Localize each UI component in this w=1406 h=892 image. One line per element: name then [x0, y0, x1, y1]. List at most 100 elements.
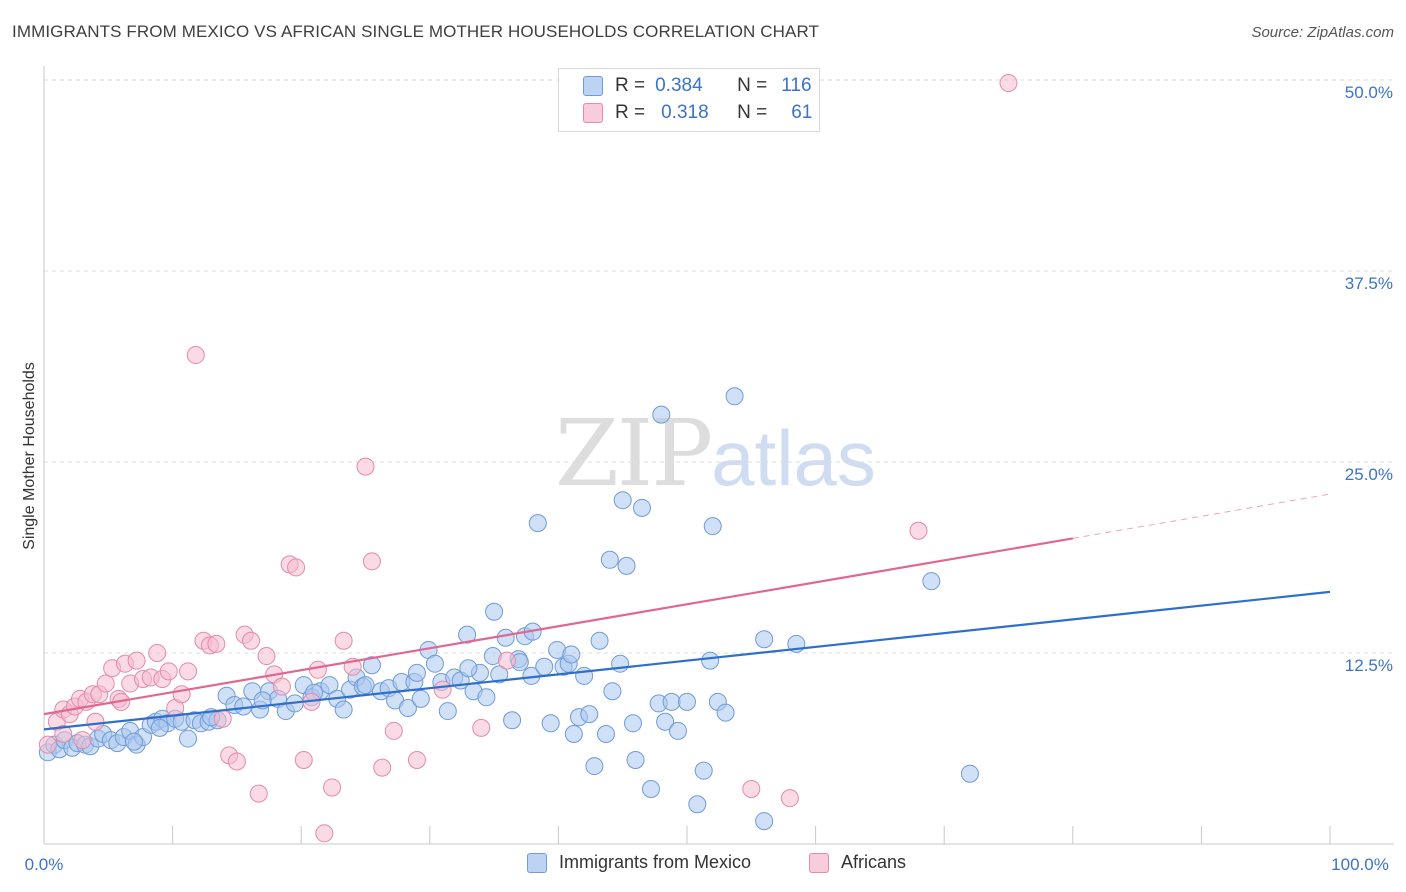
africans-point: [433, 680, 452, 699]
africans-point: [148, 644, 167, 662]
africans-point: [213, 709, 232, 728]
mexico-point: [652, 405, 671, 424]
africans-point: [54, 724, 73, 743]
mexico-point: [688, 795, 707, 814]
mexico-point: [662, 692, 681, 711]
mexico-point: [703, 517, 722, 536]
mexico-point: [150, 718, 169, 737]
africans-point: [780, 789, 799, 808]
africans-swatch: [809, 852, 829, 873]
mexico-point: [535, 657, 554, 676]
mexico-point: [334, 700, 353, 719]
mexico-point: [477, 688, 496, 707]
x-tick-label: 0.0%: [25, 855, 64, 874]
n-value: 116: [781, 75, 812, 96]
africans-point: [373, 758, 392, 777]
mexico-point: [398, 699, 417, 718]
watermark: ZIPatlas: [555, 400, 876, 507]
mexico-point: [725, 387, 744, 406]
africans-point: [242, 631, 261, 650]
mexico-point: [356, 676, 375, 695]
mexico-point: [656, 712, 675, 731]
africans-point: [308, 660, 327, 679]
africans-point: [407, 750, 426, 769]
legend-row-mexico: R = 0.384 N = 116: [583, 74, 812, 98]
mexico-point: [425, 654, 444, 673]
africans-point: [384, 721, 403, 740]
y-tick-label: 12.5%: [1345, 656, 1393, 675]
mexico-trendline: [43, 590, 1331, 731]
africans-point: [249, 784, 268, 803]
n-label: N =: [737, 102, 768, 123]
africans-point: [287, 558, 306, 577]
africans-point: [356, 457, 375, 476]
africans-point: [472, 718, 491, 737]
legend-label: Immigrants from Mexico: [559, 852, 752, 872]
africans-trendline: [43, 537, 1073, 716]
africans-point: [96, 674, 115, 693]
x-tick-label: 100.0%: [1331, 855, 1389, 874]
africans-point: [334, 631, 353, 650]
mexico-point: [701, 651, 720, 670]
africans-point: [497, 651, 516, 670]
mexico-point: [125, 732, 144, 751]
legend-row-africans: R = 0.318 N = 61: [583, 101, 812, 125]
mexico-point: [528, 514, 547, 533]
r-label: R =: [615, 75, 646, 96]
mexico-point: [611, 654, 630, 673]
africans-point: [73, 731, 92, 750]
mexico-point: [755, 630, 774, 649]
mexico-point: [541, 714, 560, 733]
mexico-point: [485, 602, 504, 621]
mexico-point: [320, 676, 339, 695]
mexico-point: [617, 556, 636, 575]
mexico-point: [362, 656, 381, 675]
mexico-point: [562, 645, 581, 664]
mexico-point: [564, 724, 583, 743]
watermark-atlas: atlas: [711, 414, 876, 502]
mexico-point: [503, 711, 522, 730]
mexico-point: [960, 764, 979, 783]
legend-label: Africans: [841, 852, 907, 872]
africans-point: [257, 647, 276, 666]
africans-point: [38, 735, 57, 754]
legend-item-africans: Africans: [809, 852, 906, 873]
mexico-point: [438, 702, 457, 721]
mexico-point: [678, 692, 696, 711]
africans-swatch: [583, 103, 603, 123]
mexico-point: [632, 498, 651, 517]
africans-point: [172, 685, 191, 704]
y-tick-label: 50.0%: [1345, 83, 1393, 102]
mexico-point: [626, 750, 645, 769]
y-tick-label: 25.0%: [1345, 465, 1393, 484]
r-value: 0.318: [661, 102, 709, 123]
mexico-point: [407, 663, 426, 682]
y-tick-label: 37.5%: [1345, 274, 1393, 293]
africans-point: [323, 778, 342, 797]
mexico-point: [623, 714, 642, 733]
mexico-point: [668, 721, 687, 740]
n-label: N =: [737, 75, 768, 96]
mexico-swatch: [583, 76, 603, 96]
africans-point: [999, 74, 1018, 93]
africans-point: [127, 651, 146, 670]
mexico-point: [411, 689, 430, 708]
mexico-point: [613, 491, 632, 510]
africans-point: [909, 521, 928, 540]
n-value: 61: [791, 102, 813, 123]
africans-point: [315, 824, 334, 843]
watermark-zip: ZIP: [555, 400, 713, 507]
africans-point: [272, 677, 291, 696]
mexico-point: [600, 550, 619, 569]
africans-trendline-extension: [1072, 493, 1331, 539]
source-label: Source: ZipAtlas.com: [1251, 24, 1394, 41]
africans-point: [294, 750, 313, 769]
africans-point: [207, 634, 226, 653]
mexico-point: [716, 703, 735, 722]
mexico-point: [922, 572, 941, 591]
legend-item-mexico: Immigrants from Mexico: [527, 852, 751, 873]
mexico-point: [496, 628, 515, 647]
mexico-point: [459, 659, 478, 678]
africans-point: [362, 552, 381, 571]
